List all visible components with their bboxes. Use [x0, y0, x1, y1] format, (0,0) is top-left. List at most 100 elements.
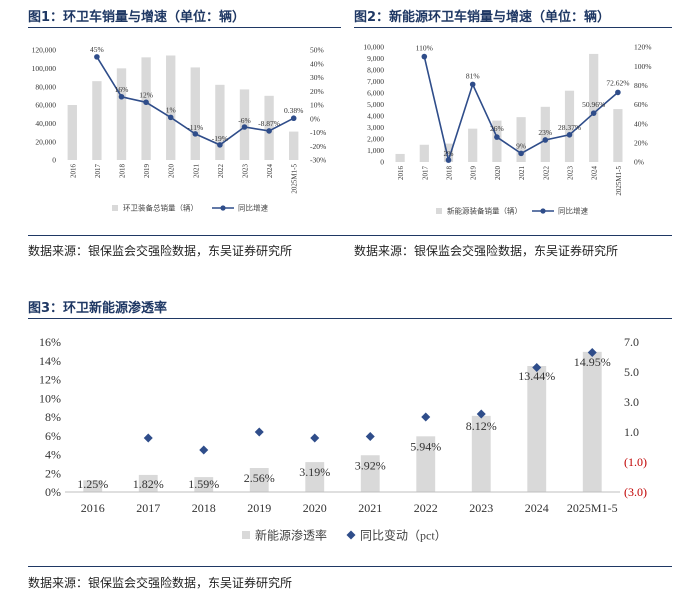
c1-y-left-tick: 20,000: [35, 137, 56, 146]
c2-bar-2021: [516, 117, 526, 162]
c2-y-left-tick: 3,000: [367, 123, 384, 132]
c1-y-left-tick: 40,000: [35, 119, 56, 128]
c3-x-tick: 2018: [192, 501, 216, 515]
c1-legend-bar-swatch: [112, 205, 118, 211]
c2-y-right-tick: 0%: [634, 158, 644, 167]
c1-point-2021: [192, 131, 199, 137]
c3-y-left-tick: 6%: [45, 429, 61, 443]
c2-x-tick: 2021: [518, 166, 526, 181]
c2-y-right-tick: 20%: [634, 138, 648, 147]
c1-point-2023: [241, 124, 248, 130]
c3-x-tick: 2016: [81, 501, 105, 515]
c1-point-2018: [118, 93, 125, 100]
c1-y-right-tick: -20%: [310, 142, 326, 151]
c3-bar-label: 3.19%: [299, 465, 330, 479]
c2-y-left-tick: 7,000: [367, 77, 384, 86]
c3-bar-2020: [305, 462, 325, 492]
c3-bar-2025M1-5: [582, 351, 602, 492]
c2-bar-2017: [419, 144, 429, 162]
c2-x-tick: 2024: [591, 166, 599, 181]
c2-point-label: 23%: [538, 128, 552, 137]
c3-y-right-tick: (3.0): [624, 485, 647, 499]
figure3-top-rule: [28, 318, 672, 319]
c1-bar-2016: [67, 105, 77, 160]
c3-bar-label: 14.95%: [574, 355, 611, 369]
c3-legend-marker-swatch: [346, 530, 356, 540]
c3-x-tick: 2020: [303, 501, 327, 515]
c3-y-right-tick: 5.0: [624, 365, 639, 379]
c1-point-2025M1-5: [290, 115, 297, 122]
c2-y-right-tick: 120%: [634, 43, 652, 52]
c2-point-label: 28.37%: [558, 123, 581, 132]
c2-point-2018: [445, 157, 452, 163]
c3-y-right-tick: 1.0: [624, 425, 639, 439]
c3-legend-bar-swatch: [242, 531, 250, 539]
c3-bar-2017: [138, 474, 158, 492]
c2-legend-line-label: 同比增速: [558, 206, 588, 216]
c3-y-right-tick: 3.0: [624, 395, 639, 409]
figure3-source: 数据来源：银保监会交强险数据，东吴证券研究所: [28, 576, 293, 590]
c3-point-2017: [143, 433, 153, 443]
c2-y-right-tick: 40%: [634, 119, 648, 128]
c1-bar-2019: [141, 57, 151, 161]
c1-legend-bar-label: 环卫装备总销量（辆）: [123, 203, 198, 213]
c2-point-label: 72.62%: [606, 78, 629, 87]
c2-x-tick: 2020: [494, 166, 502, 181]
figures-bottom-rule: [28, 235, 672, 236]
c2-point-2021: [518, 150, 524, 157]
c3-point-2024: [532, 363, 542, 372]
c3-bar-2019: [249, 468, 269, 492]
c3-y-right-tick: (1.0): [624, 455, 647, 469]
c3-y-left-tick: 10%: [39, 391, 61, 405]
c3-bar-label: 1.82%: [133, 477, 164, 491]
c3-bar-label: 8.12%: [466, 419, 497, 433]
c3-point-2023: [476, 409, 486, 419]
c2-point-2022: [542, 137, 549, 143]
c1-x-tick: 2022: [217, 164, 225, 179]
figure3-bottom-rule: [28, 566, 672, 567]
c1-bar-2017: [92, 81, 102, 160]
c1-x-tick: 2018: [119, 164, 127, 179]
c3-y-left-tick: 8%: [45, 410, 61, 424]
c2-x-tick: 2023: [567, 166, 575, 181]
c3-point-2022: [421, 412, 431, 422]
figure2-title: 图2：新能源环卫车销量与增速（单位：辆）: [354, 10, 611, 25]
c3-bar-2022: [416, 436, 436, 492]
c1-point-label: -6%: [238, 116, 251, 125]
c1-point-label: 45%: [90, 45, 104, 54]
c1-y-right-tick: 40%: [310, 59, 324, 68]
c2-bar-2016: [395, 153, 405, 162]
c1-x-tick: 2021: [192, 164, 200, 179]
c2-bar-2020: [492, 120, 502, 162]
c1-y-right-tick: 50%: [310, 46, 324, 55]
c1-point-2024: [266, 128, 272, 134]
c1-y-right-tick: 0%: [310, 114, 320, 123]
c2-bar-2022: [540, 106, 550, 162]
c2-bar-2024: [589, 53, 599, 162]
c1-y-right-tick: 30%: [310, 73, 324, 82]
c3-point-2021: [365, 432, 375, 441]
c2-y-left-tick: 1,000: [367, 146, 384, 155]
c1-y-left-tick: 60,000: [35, 101, 56, 110]
c2-point-label: 26%: [490, 124, 504, 133]
c3-legend-marker-label: 同比变动（pct）: [360, 527, 447, 542]
c2-y-left-tick: 6,000: [367, 89, 384, 98]
c3-x-tick: 2023: [469, 501, 493, 515]
c2-point-label: 110%: [416, 44, 433, 53]
c3-x-tick: 2019: [247, 501, 271, 515]
c2-point-label: 2%: [444, 149, 454, 158]
c2-x-tick: 2022: [542, 166, 550, 181]
c1-x-tick: 2023: [242, 164, 250, 179]
c1-x-tick: 2025M1-5: [291, 164, 299, 194]
c1-point-2020: [167, 114, 174, 121]
c3-bar-label: 1.25%: [77, 477, 108, 491]
c1-legend-line-label: 同比增速: [238, 203, 268, 213]
c2-legend-line-marker: [540, 208, 546, 214]
c3-y-left-tick: 4%: [45, 448, 61, 462]
c1-y-left-tick: 80,000: [35, 82, 56, 91]
c2-y-left-tick: 2,000: [367, 135, 384, 144]
c1-point-2017: [94, 54, 100, 60]
c2-x-tick: 2017: [421, 166, 429, 181]
c2-y-left-tick: 9,000: [367, 54, 384, 63]
